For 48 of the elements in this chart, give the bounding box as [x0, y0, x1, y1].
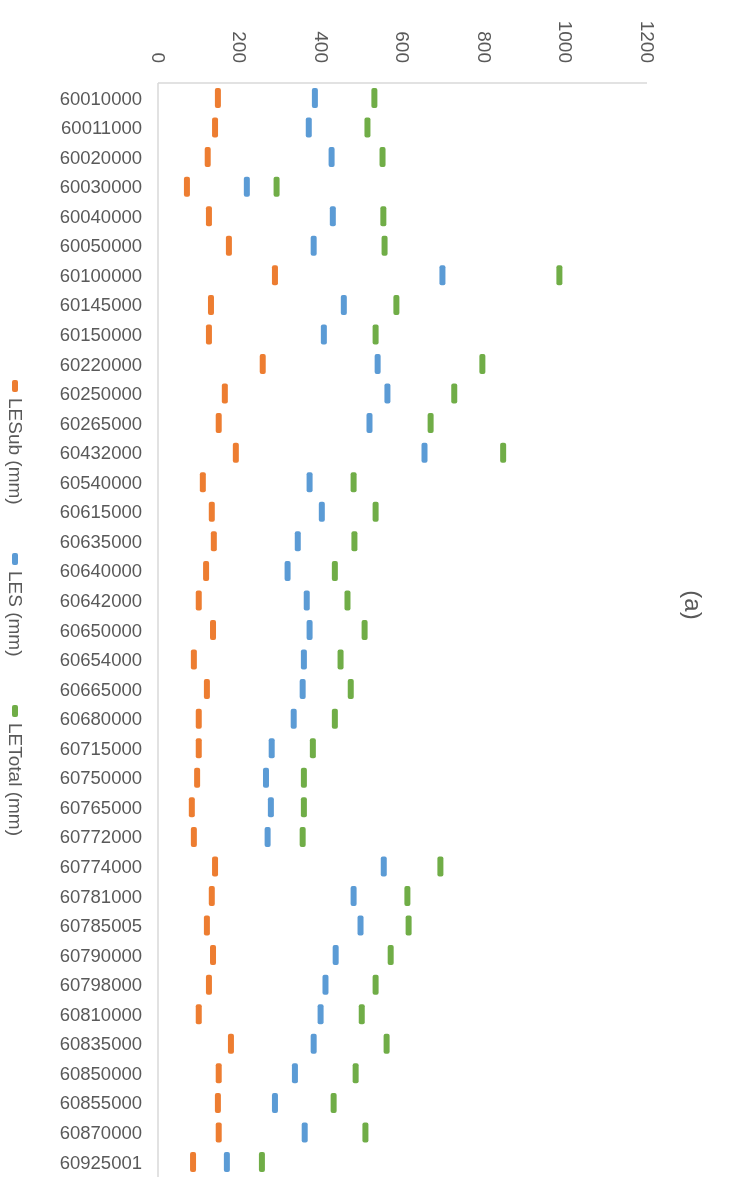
legend-label: LES (mm) [4, 571, 26, 657]
legend-label: LETotal (mm) [4, 723, 26, 836]
y-tick-label: 60030000 [59, 176, 142, 198]
y-tick-label: 60100000 [59, 264, 142, 286]
y-tick-label: 60220000 [59, 353, 142, 375]
y-tick-label: 60432000 [59, 442, 142, 464]
y-tick-label: 60050000 [59, 235, 142, 257]
y-tick-label: 60640000 [59, 560, 142, 582]
y-tick-label: 60810000 [59, 1003, 142, 1025]
y-tick-label: 60835000 [59, 1033, 142, 1055]
y-tick-label: 60250000 [59, 383, 142, 405]
y-tick-label: 60650000 [59, 619, 142, 641]
y-tick-label: 60772000 [59, 826, 142, 848]
y-tick-label: 60785005 [59, 915, 142, 937]
y-tick-label: 60680000 [59, 708, 142, 730]
y-tick-label: 60925001 [59, 1151, 142, 1173]
y-tick-label: 60774000 [59, 855, 142, 877]
x-tick-label: 1000 [555, 20, 576, 63]
y-tick-label: 60855000 [59, 1092, 142, 1114]
y-tick-label: 60790000 [59, 944, 142, 966]
y-tick-label: 60642000 [59, 589, 142, 611]
y-tick-label: 60010000 [59, 87, 142, 109]
x-tick-label: 800 [473, 31, 495, 63]
y-tick-label: 60011000 [61, 117, 142, 139]
y-tick-label: 60850000 [59, 1062, 142, 1084]
y-tick-label: 60150000 [59, 323, 142, 345]
y-tick-label: 60765000 [59, 796, 142, 818]
y-tick-label: 60145000 [59, 294, 142, 316]
y-tick-label: 60020000 [59, 146, 142, 168]
y-tick-label: 60798000 [59, 974, 142, 996]
y-tick-label: 60750000 [59, 767, 142, 789]
y-tick-label: 60870000 [59, 1121, 142, 1143]
x-tick-label: 0 [147, 52, 169, 63]
x-tick-label: 400 [310, 31, 332, 63]
x-tick-label: 600 [392, 31, 413, 63]
y-tick-label: 60635000 [59, 530, 142, 552]
y-tick-label: 60265000 [59, 412, 142, 434]
y-tick-label: 60781000 [59, 885, 142, 907]
legend-label: LESub (mm) [4, 398, 26, 505]
y-tick-label: 60540000 [59, 471, 142, 493]
y-tick-label: 60615000 [59, 501, 142, 523]
y-tick-label: 60654000 [59, 649, 142, 671]
y-tick-label: 60040000 [59, 205, 142, 227]
y-tick-label: 60715000 [59, 737, 142, 759]
x-tick-label: 1200 [636, 20, 658, 63]
text: (a) [679, 590, 707, 620]
y-tick-label: 60665000 [59, 678, 142, 700]
x-tick-label: 200 [229, 31, 250, 63]
